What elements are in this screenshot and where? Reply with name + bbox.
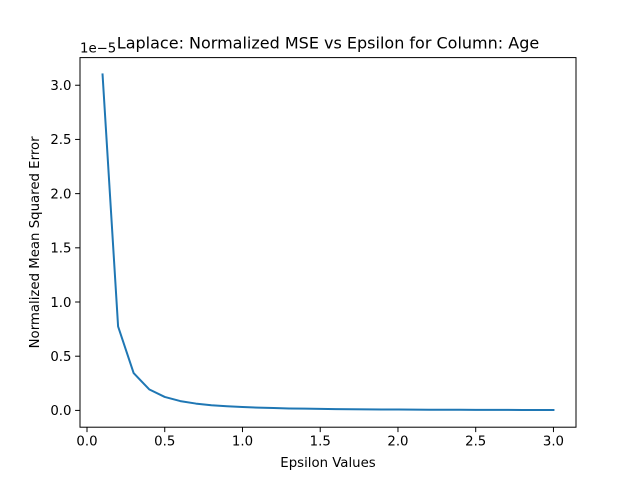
y-tick-label: 2.5 [50, 133, 71, 148]
series-line [101, 73, 555, 412]
x-tick-label: 0.5 [154, 435, 175, 450]
y-tick-label: 0.0 [50, 404, 71, 419]
y-axis-label: Normalized Mean Squared Error [28, 136, 43, 349]
plot-frame [79, 57, 577, 428]
y-tick-label: 1.5 [50, 242, 71, 257]
x-axis-label: Epsilon Values [280, 456, 375, 471]
y-tick-label: 1.0 [50, 296, 71, 311]
y-tick-label: 3.0 [50, 79, 71, 94]
y-tick-label: 0.5 [50, 350, 71, 365]
x-axis: 0.0 0.5 1.0 1.5 2.0 2.5 3.0 [76, 427, 564, 450]
x-tick-label: 1.5 [310, 435, 331, 450]
y-tick-label: 2.0 [50, 187, 71, 202]
x-tick-label: 0.0 [76, 435, 97, 450]
x-tick-label: 2.5 [465, 435, 486, 450]
x-tick-label: 2.0 [387, 435, 408, 450]
x-tick-label: 3.0 [543, 435, 564, 450]
y-axis: 0.0 0.5 1.0 1.5 2.0 2.5 3.0 [50, 79, 80, 419]
x-tick-label: 1.0 [232, 435, 253, 450]
y-offset-label: 1e−5 [80, 42, 116, 57]
series-layer [101, 73, 555, 412]
chart-title: Laplace: Normalized MSE vs Epsilon for C… [117, 34, 539, 53]
